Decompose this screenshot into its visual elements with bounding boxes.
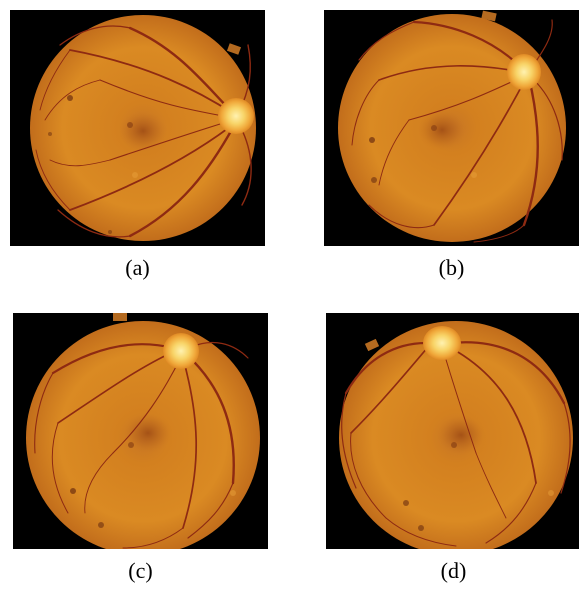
fundus-image-d	[326, 313, 579, 549]
retina-photo-a	[10, 10, 265, 246]
fundus-image-a	[10, 10, 265, 246]
blood-vessels	[341, 341, 571, 547]
optic-disc	[163, 333, 199, 369]
macula	[124, 413, 172, 453]
caption-c: (c)	[128, 558, 153, 583]
macula	[437, 415, 485, 455]
optic-disc	[218, 98, 254, 134]
caption-a: (a)	[125, 255, 150, 280]
retina-photo-b	[324, 10, 579, 246]
optic-disc	[507, 54, 541, 90]
macula	[119, 111, 167, 151]
fundus-image-c	[13, 313, 268, 549]
blood-vessels	[34, 341, 249, 549]
macula	[418, 110, 466, 150]
optic-disc	[423, 326, 461, 360]
caption-b: (b)	[438, 255, 465, 280]
fundus-image-b	[324, 10, 579, 246]
retina-photo-c	[13, 313, 268, 549]
retina-photo-d	[326, 313, 579, 549]
caption-d: (d)	[440, 558, 467, 583]
